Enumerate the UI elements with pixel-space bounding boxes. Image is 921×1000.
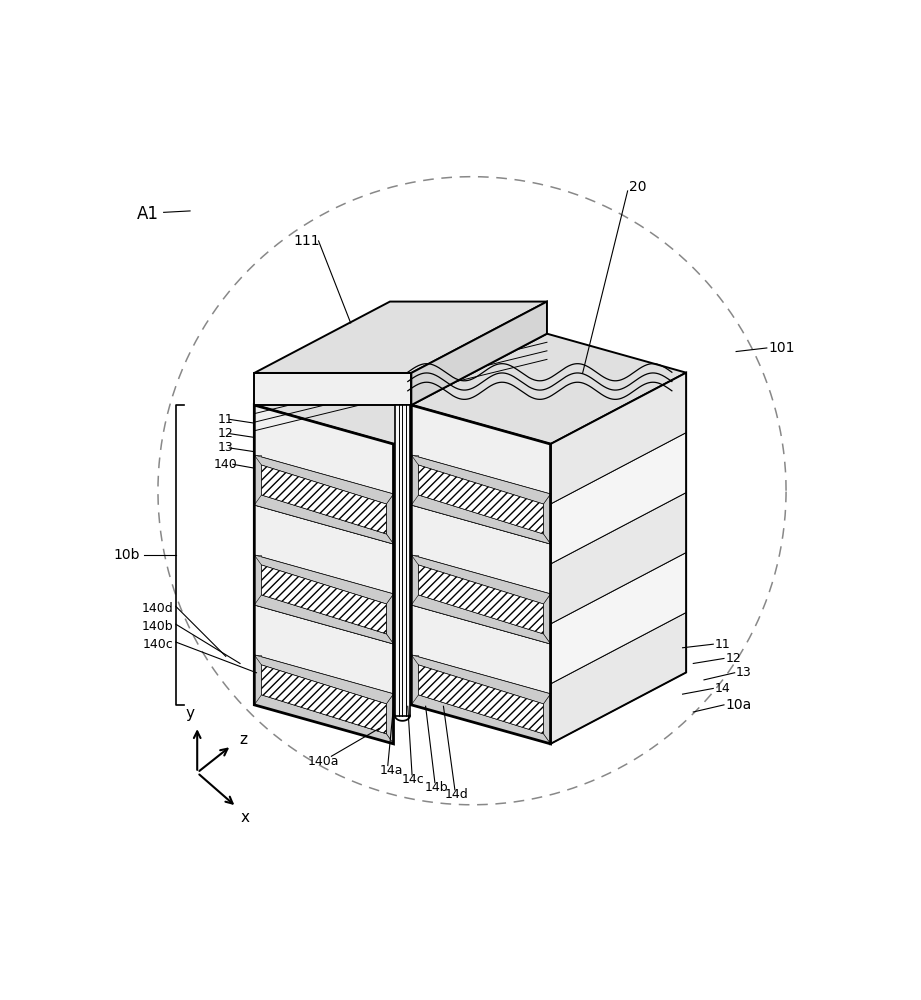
Polygon shape (387, 594, 393, 644)
Polygon shape (412, 655, 418, 705)
Polygon shape (412, 505, 551, 594)
Polygon shape (418, 465, 543, 534)
Text: 140d: 140d (142, 602, 174, 615)
Polygon shape (412, 555, 418, 605)
Polygon shape (412, 695, 551, 744)
Text: 10b: 10b (113, 548, 140, 562)
Polygon shape (418, 665, 543, 734)
Polygon shape (412, 405, 551, 494)
Polygon shape (412, 555, 551, 604)
Polygon shape (262, 565, 387, 634)
Text: A1: A1 (136, 205, 158, 223)
Polygon shape (262, 565, 387, 634)
Polygon shape (551, 612, 686, 744)
Polygon shape (387, 694, 393, 744)
Polygon shape (412, 455, 418, 505)
Polygon shape (412, 455, 551, 504)
Polygon shape (395, 405, 410, 716)
Polygon shape (412, 455, 551, 544)
Polygon shape (412, 655, 551, 744)
Text: 10a: 10a (726, 698, 752, 712)
Polygon shape (254, 455, 393, 504)
Polygon shape (254, 555, 262, 605)
Polygon shape (412, 302, 547, 405)
Text: 14b: 14b (425, 781, 449, 794)
Polygon shape (551, 433, 686, 564)
Polygon shape (254, 495, 393, 544)
Text: 11: 11 (217, 413, 233, 426)
Polygon shape (262, 465, 387, 534)
Text: x: x (240, 810, 250, 825)
Polygon shape (254, 405, 393, 494)
Text: 111: 111 (294, 234, 321, 248)
Text: y: y (185, 706, 194, 721)
Polygon shape (551, 373, 686, 504)
Text: 13: 13 (217, 441, 233, 454)
Polygon shape (262, 465, 387, 534)
Polygon shape (254, 302, 547, 373)
Polygon shape (254, 373, 412, 405)
Text: 14: 14 (715, 682, 730, 695)
Polygon shape (254, 378, 445, 444)
Polygon shape (551, 553, 686, 684)
Polygon shape (412, 655, 551, 704)
Text: 140: 140 (214, 458, 238, 471)
Polygon shape (254, 555, 393, 604)
Text: z: z (239, 732, 247, 747)
Polygon shape (254, 605, 393, 694)
Polygon shape (412, 605, 551, 694)
Text: 140c: 140c (143, 638, 174, 651)
Polygon shape (418, 565, 543, 634)
Text: 140a: 140a (308, 755, 339, 768)
Polygon shape (543, 694, 551, 744)
Text: 101: 101 (768, 341, 795, 355)
Polygon shape (254, 505, 393, 594)
Polygon shape (551, 493, 686, 624)
Text: 14d: 14d (445, 788, 469, 801)
Text: 13: 13 (736, 666, 752, 679)
Polygon shape (254, 455, 393, 544)
Polygon shape (254, 555, 393, 644)
Text: 12: 12 (726, 652, 741, 665)
Text: 14a: 14a (379, 764, 402, 777)
Polygon shape (254, 655, 393, 704)
Polygon shape (412, 495, 551, 544)
Polygon shape (262, 665, 387, 734)
Polygon shape (412, 555, 551, 644)
Text: 20: 20 (629, 180, 647, 194)
Text: 11: 11 (715, 638, 730, 651)
Polygon shape (254, 655, 262, 705)
Polygon shape (254, 655, 393, 744)
Text: 140b: 140b (142, 620, 174, 633)
Polygon shape (254, 595, 393, 644)
Polygon shape (412, 595, 551, 644)
Polygon shape (387, 494, 393, 544)
Text: 12: 12 (217, 427, 233, 440)
Polygon shape (543, 594, 551, 644)
Polygon shape (254, 455, 262, 505)
Text: 14c: 14c (402, 773, 425, 786)
Polygon shape (262, 665, 387, 734)
Polygon shape (412, 334, 686, 444)
Polygon shape (254, 695, 393, 744)
Polygon shape (543, 494, 551, 544)
